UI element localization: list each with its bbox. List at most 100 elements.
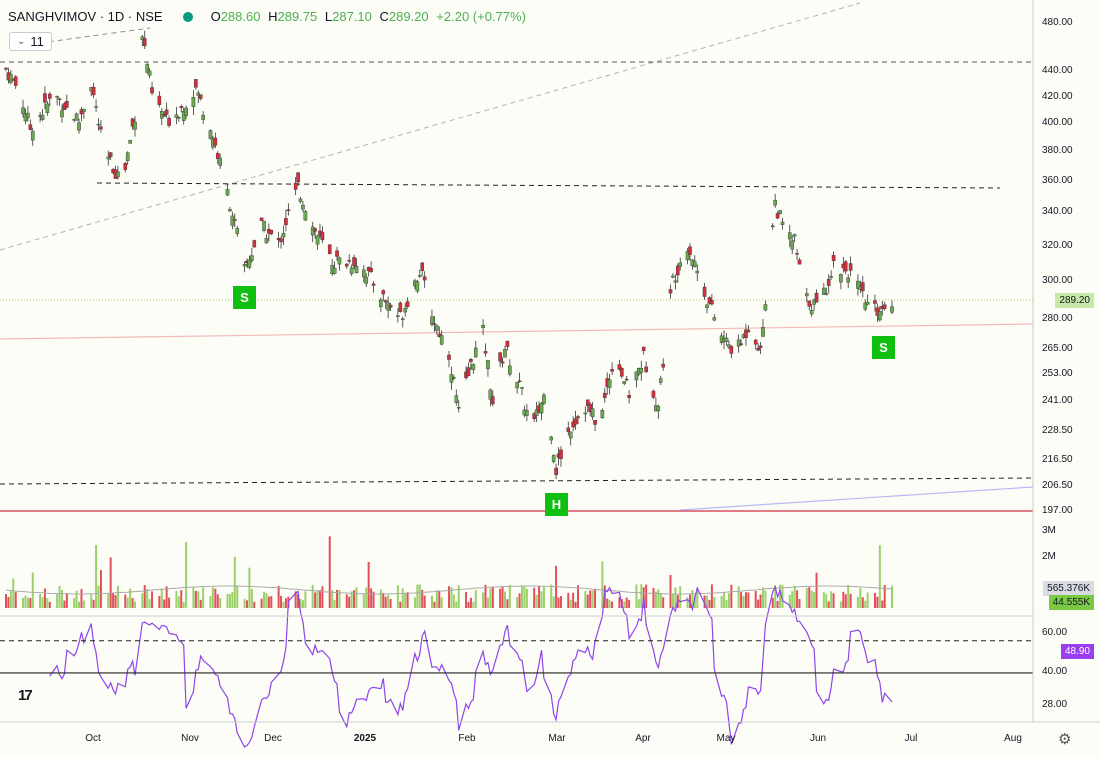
candle-body [284,218,288,226]
volume-bar [710,584,713,608]
candle-body [91,86,96,96]
signal-s-badge[interactable]: S [872,336,895,359]
candle-body [298,198,303,202]
volume-bar [148,599,151,608]
volume-bar [7,596,10,608]
volume-bar [557,597,560,608]
candle [179,104,184,113]
candle [583,406,588,422]
candle-body [293,182,298,190]
candle-body [332,267,337,274]
volume-bar [314,592,317,608]
candle-body [678,262,683,267]
volume-bar [338,589,341,608]
candle [94,99,98,112]
volume-bar [318,590,321,608]
volume-bar [608,600,611,608]
volume-bar [97,585,100,608]
candle-body [878,311,882,321]
volume-bar [703,595,706,608]
chevron-down-icon: ⌄ [17,36,26,47]
volume-bar [574,601,577,608]
candle-body [831,255,836,261]
tradingview-logo-icon[interactable]: 17 [18,687,33,704]
candle [848,256,853,277]
candle [417,269,422,279]
candle-body [736,339,741,347]
volume-bar [435,590,438,608]
candle [142,30,147,50]
symbol-title[interactable]: SANGHVIMOV · 1D · NSE [8,9,163,24]
candle-body [695,270,700,274]
volume-bar [761,587,764,608]
price-tick-label: 228.50 [1042,425,1073,436]
volume-bar [730,584,733,608]
time-tick-label: Feb [458,733,476,744]
candle-body [125,152,130,162]
volume-bar [379,589,382,608]
volume-bar [744,592,747,608]
candle [539,401,544,421]
volume-bar [124,594,127,608]
volume-bar [65,593,68,608]
volume-bar [46,598,49,608]
candle [634,371,639,388]
candle [167,115,171,128]
signal-s-badge[interactable]: S [233,286,256,309]
volume-bar [333,599,336,608]
candle [775,211,780,220]
ohlc-values: O288.60 H289.75 L287.10 C289.20 +2.20 (+… [210,9,526,24]
candle-body [620,368,624,377]
volume-bar [586,594,589,608]
candle-body [181,111,186,121]
volume-bar [788,594,791,608]
candle [452,375,456,381]
candle-body [420,262,425,271]
candle-body [744,329,748,339]
gear-icon[interactable]: ⚙ [1058,731,1072,748]
volume-bar [311,584,314,608]
candle-body [848,263,853,271]
candle [710,293,714,306]
candle [250,247,254,263]
candle [644,361,648,373]
volume-bar [107,592,110,608]
candle [99,119,103,133]
signal-h-badge[interactable]: H [545,493,568,516]
candle [610,362,614,375]
price-tick-label: 480.00 [1042,17,1073,28]
candle-body [381,290,386,295]
price-tick-label: 241.00 [1042,395,1073,406]
candle [685,248,690,265]
candle-body [99,126,103,130]
candle-body [147,70,152,76]
candle-body [671,275,675,278]
candle [532,412,536,423]
volume-bar [859,587,862,608]
volume-bar [280,595,283,608]
candle-body [627,394,631,399]
volume-bar [316,590,319,608]
candle-body [568,431,573,439]
volume-bar [793,585,796,608]
candle [807,300,812,311]
candle-body [133,121,137,130]
candle-body [194,79,198,88]
candle-body [705,304,709,309]
indicators-toggle-button[interactable]: ⌄ 11 [9,32,52,51]
candle-body [770,225,775,228]
candle [125,151,130,165]
candle-body [839,273,843,283]
volume-bar [294,591,297,608]
volume-bar [109,557,112,608]
candle-body [865,301,870,305]
candle [471,363,476,374]
candle [787,224,792,248]
volume-bar [180,590,183,608]
candle [435,324,439,335]
candle [218,153,222,170]
candle [542,392,546,406]
candle-body [846,277,850,283]
candle-body [77,122,81,131]
